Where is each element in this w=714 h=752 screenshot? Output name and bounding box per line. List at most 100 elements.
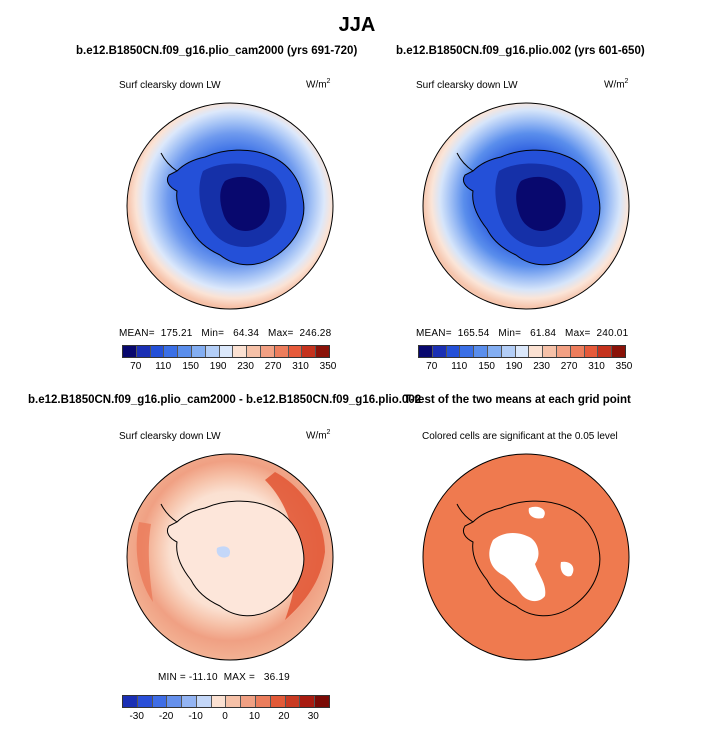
- colorbar-tick-label: 150: [182, 361, 199, 372]
- colorbar-tick-label: 110: [451, 361, 468, 372]
- panel-title-top-right: b.e12.B1850CN.f09_g16.plio.002 (yrs 601-…: [396, 45, 645, 57]
- antarctica-outer: [166, 500, 305, 617]
- colorbar-swatch: [300, 696, 316, 707]
- colorbar-tick-label: 30: [307, 711, 319, 722]
- non-significant-region: [489, 533, 546, 602]
- colorbar-tick-label: 20: [278, 711, 290, 722]
- colorbar-swatch: [570, 346, 585, 357]
- units-top-left: W/m2: [306, 78, 331, 91]
- colorbar-swatch: [241, 696, 257, 707]
- map-top-right: [422, 102, 630, 310]
- colorbar-tick-label: -20: [158, 711, 174, 722]
- colorbar-tick-label: -10: [188, 711, 203, 722]
- colorbar-swatch: [256, 696, 271, 707]
- colorbar-ticks-top-left: 70 110 150 190 230 270 310 350: [122, 361, 336, 373]
- warm-band-west: [136, 522, 153, 602]
- non-significant-patch: [560, 561, 574, 577]
- stats-bottom-left: MIN = -11.10 MAX = 36.19: [158, 672, 290, 683]
- peninsula: [456, 152, 474, 172]
- colorbar-swatch: [150, 346, 165, 357]
- colorbar-swatch: [474, 346, 488, 357]
- colorbar-swatch: [584, 346, 599, 357]
- colorbar-swatch: [123, 346, 137, 357]
- cool-patch: [216, 546, 231, 558]
- colorbar-tick-label: 0: [222, 711, 228, 722]
- colorbar-swatch: [219, 346, 234, 357]
- map-top-left: [126, 102, 334, 310]
- panel-title-bottom-right: T-test of the two means at each grid poi…: [404, 394, 631, 406]
- colorbar-swatch: [205, 346, 220, 357]
- panel-title-top-left: b.e12.B1850CN.f09_g16.plio_cam2000 (yrs …: [76, 45, 358, 57]
- colorbar-swatch: [288, 346, 303, 357]
- colorbar-tick-label: 350: [615, 361, 633, 372]
- colorbar-swatch: [182, 696, 197, 707]
- figure-title: JJA: [338, 14, 376, 36]
- colorbar-top-right: [418, 345, 626, 358]
- colorbar-swatch: [191, 346, 206, 357]
- peninsula: [160, 152, 178, 172]
- map-bottom-left: [126, 453, 334, 661]
- colorbar-swatch: [302, 346, 317, 357]
- colorbar-ticks-bottom-left: -30 -20 -10 0 10 20 30: [122, 711, 330, 723]
- colorbar-swatch: [178, 346, 192, 357]
- colorbar-top-left: [122, 345, 330, 358]
- colorbar-swatch: [612, 346, 625, 357]
- map-bottom-right: [422, 453, 630, 661]
- colorbar-swatch: [487, 346, 502, 357]
- colorbar-swatch: [137, 696, 153, 707]
- colorbar-tick-label: 10: [248, 711, 260, 722]
- colorbar-swatch: [247, 346, 261, 357]
- colorbar-tick-label: 150: [478, 361, 495, 372]
- antarctica-inner: [220, 176, 270, 232]
- colorbar-swatch: [233, 346, 248, 357]
- colorbar-swatch: [515, 346, 530, 357]
- colorbar-swatch: [315, 696, 329, 707]
- colorbar-tick-label: -30: [129, 711, 144, 722]
- colorbar-swatch: [260, 346, 275, 357]
- colorbar-swatch: [316, 346, 329, 357]
- colorbar-tick-label: 270: [560, 361, 578, 372]
- colorbar-tick-label: 230: [237, 361, 254, 372]
- peninsula: [160, 503, 178, 523]
- warm-band: [265, 472, 325, 620]
- colorbar-bottom-left: [122, 695, 330, 708]
- colorbar-tick-label: 190: [209, 361, 227, 372]
- colorbar-swatch: [226, 696, 242, 707]
- colorbar-swatch: [460, 346, 475, 357]
- stats-top-right: MEAN= 165.54 Min= 61.84 Max= 240.01: [416, 328, 629, 339]
- colorbar-tick-label: 310: [588, 361, 605, 372]
- colorbar-tick-label: 230: [533, 361, 550, 372]
- antarctica-inner: [516, 176, 566, 232]
- colorbar-swatch: [556, 346, 571, 357]
- colorbar-ticks-top-right: 70 110 150 190 230 270 310 350: [418, 361, 632, 373]
- colorbar-tick-label: 270: [264, 361, 282, 372]
- colorbar-tick-label: 350: [319, 361, 337, 372]
- colorbar-tick-label: 70: [130, 361, 142, 372]
- colorbar-tick-label: 70: [426, 361, 438, 372]
- colorbar-swatch: [196, 696, 212, 707]
- colorbar-swatch: [446, 346, 461, 357]
- colorbar-swatch: [529, 346, 544, 357]
- non-significant-patch: [528, 506, 545, 519]
- variable-label-top-left: Surf clearsky down LW: [119, 80, 221, 91]
- colorbar-swatch: [285, 696, 301, 707]
- colorbar-tick-label: 190: [505, 361, 523, 372]
- colorbar-swatch: [211, 696, 227, 707]
- ttest-subtitle: Colored cells are significant at the 0.0…: [422, 431, 618, 442]
- colorbar-swatch: [136, 346, 151, 357]
- colorbar-swatch: [167, 696, 183, 707]
- variable-label-bottom-left: Surf clearsky down LW: [119, 431, 221, 442]
- variable-label-top-right: Surf clearsky down LW: [416, 80, 518, 91]
- colorbar-swatch: [543, 346, 557, 357]
- colorbar-swatch: [501, 346, 516, 357]
- peninsula: [456, 503, 474, 523]
- colorbar-swatch: [274, 346, 289, 357]
- colorbar-tick-label: 310: [292, 361, 309, 372]
- units-bottom-left: W/m2: [306, 429, 331, 442]
- colorbar-swatch: [419, 346, 433, 357]
- colorbar-swatch: [432, 346, 447, 357]
- panel-title-bottom-left: b.e12.B1850CN.f09_g16.plio_cam2000 - b.e…: [28, 394, 422, 406]
- colorbar-swatch: [164, 346, 179, 357]
- colorbar-swatch: [123, 696, 138, 707]
- colorbar-swatch: [152, 696, 168, 707]
